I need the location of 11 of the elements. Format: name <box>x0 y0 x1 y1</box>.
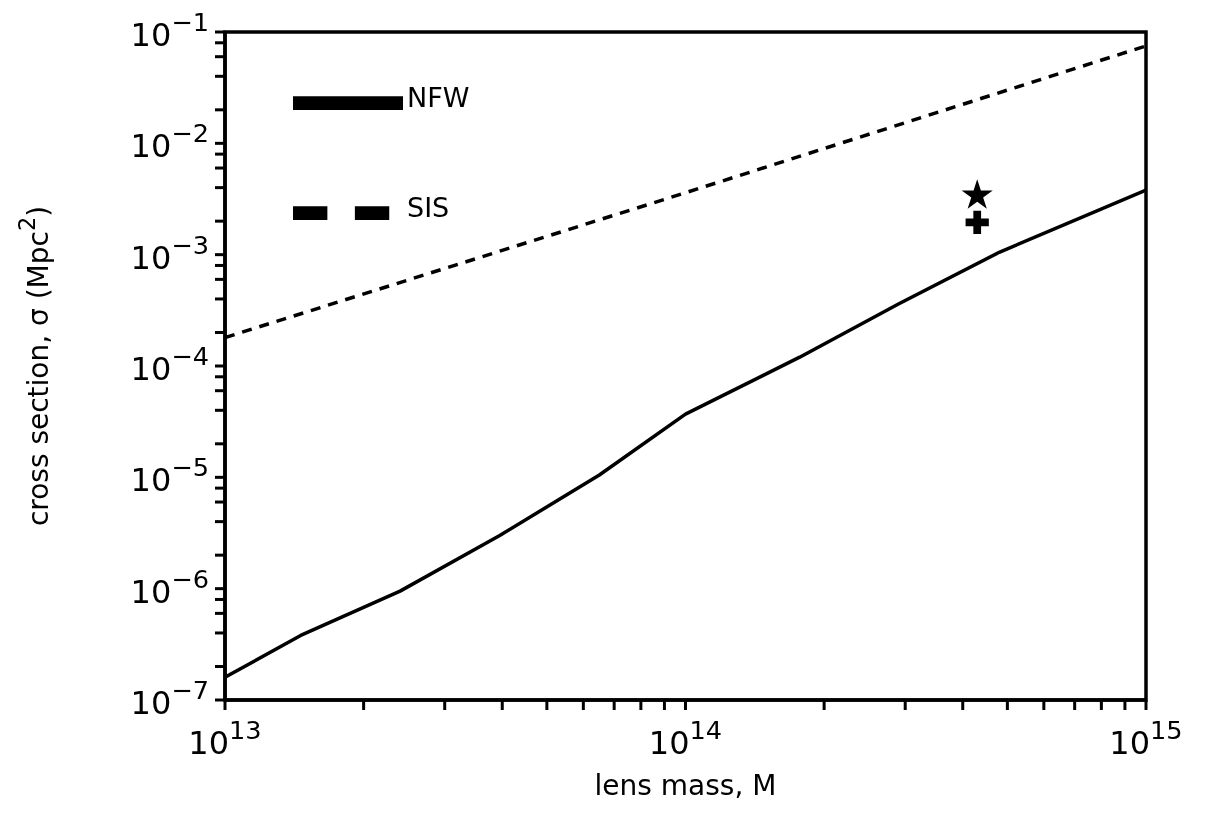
y-tick-label: 10$^{−1}$ <box>130 7 209 54</box>
x-axis-title: lens mass, M <box>594 769 777 802</box>
y-tick-label: 10$^{−6}$ <box>130 563 209 611</box>
legend-label: SIS <box>407 191 450 223</box>
y-tick-label: 10$^{−5}$ <box>130 452 209 500</box>
y-tick-label: 10$^{−3}$ <box>130 229 209 277</box>
y-tick-label: 10$^{−2}$ <box>130 118 209 166</box>
x-tick-label: 10$^{15}$ <box>1109 715 1183 762</box>
legend-label: NFW <box>407 81 470 113</box>
x-tick-label: 10$^{14}$ <box>648 715 723 762</box>
y-tick-label: 10$^{−4}$ <box>130 341 209 388</box>
